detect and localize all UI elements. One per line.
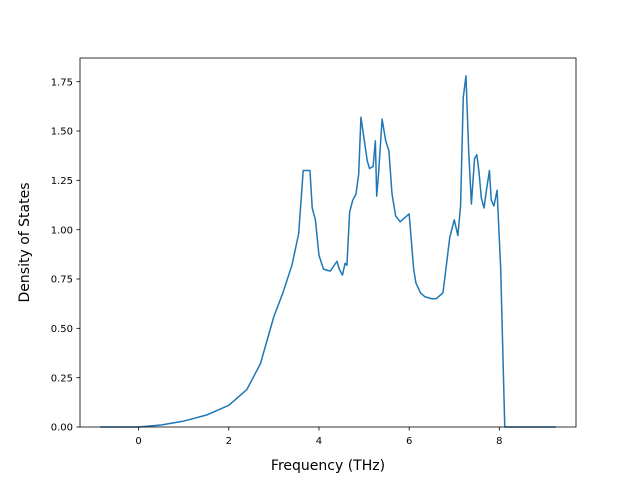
x-tick-label: 4 bbox=[316, 436, 322, 447]
plot-area bbox=[100, 75, 556, 428]
y-axis: 0.00 0.25 0.50 0.75 1.00 1.25 1.50 1.75 bbox=[51, 77, 80, 434]
y-tick-label: 1.75 bbox=[51, 77, 73, 88]
y-tick-label: 1.25 bbox=[51, 176, 73, 187]
y-tick-label: 0.00 bbox=[51, 423, 73, 434]
axes-frame bbox=[79, 57, 577, 428]
y-axis-label: Density of States bbox=[17, 183, 33, 303]
x-axis: 0 2 4 6 8 bbox=[135, 427, 503, 447]
y-tick-label: 1.50 bbox=[51, 127, 73, 138]
y-tick-label: 0.50 bbox=[51, 324, 73, 335]
x-tick-label: 8 bbox=[496, 436, 502, 447]
y-tick-label: 0.75 bbox=[51, 275, 73, 286]
y-tick-label: 1.00 bbox=[51, 225, 73, 236]
dos-series-line-0 bbox=[100, 75, 556, 428]
x-tick-label: 6 bbox=[406, 436, 412, 447]
x-tick-label: 0 bbox=[135, 436, 141, 447]
x-axis-label: Frequency (THz) bbox=[271, 458, 385, 474]
y-tick-label: 0.25 bbox=[51, 373, 73, 384]
x-tick-label: 2 bbox=[226, 436, 232, 447]
